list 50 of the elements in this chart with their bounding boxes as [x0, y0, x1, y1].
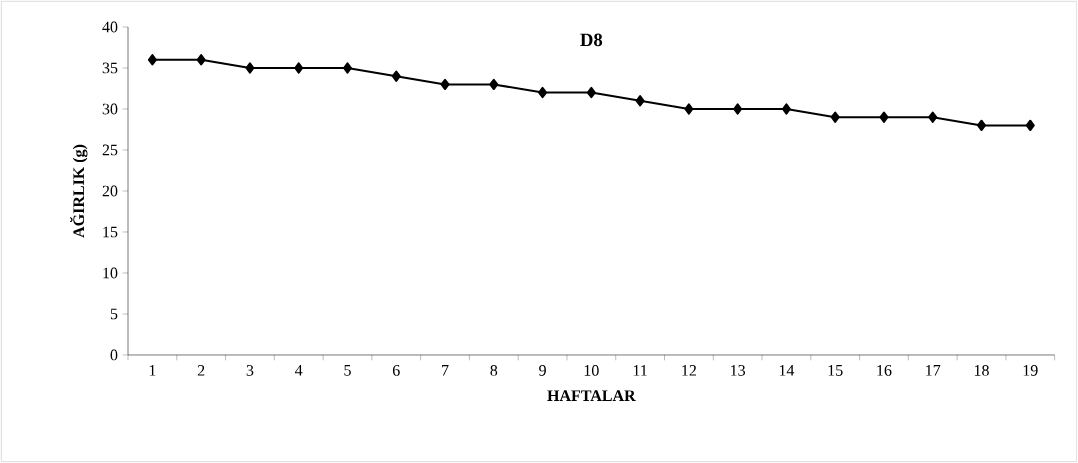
point — [586, 86, 596, 99]
point — [879, 111, 889, 123]
y-tick-label: 15 — [103, 226, 118, 238]
point — [294, 62, 304, 74]
y-tick-label: 35 — [102, 62, 118, 74]
point — [440, 78, 450, 91]
y-tick-label: 20 — [102, 185, 118, 197]
x-tick-label: 16 — [877, 365, 892, 376]
point — [1025, 119, 1035, 132]
x-tick-label: 11 — [633, 365, 647, 376]
y-tick-label: 10 — [103, 267, 118, 279]
point — [977, 119, 987, 132]
point — [391, 70, 401, 82]
point — [196, 54, 206, 66]
x-tick-label: 15 — [828, 365, 843, 376]
x-tick-label: 14 — [779, 365, 795, 376]
point — [781, 103, 791, 115]
x-tick-label: 17 — [926, 365, 941, 376]
x-axis-title: HAFTALAR — [547, 390, 636, 401]
point — [538, 86, 548, 99]
x-tick-label: 6 — [392, 365, 400, 376]
x-tick-label: 13 — [731, 365, 746, 376]
chart-title: D8 — [580, 33, 603, 47]
x-tick-label: 1 — [149, 365, 156, 376]
point — [733, 103, 743, 115]
point — [928, 111, 938, 123]
y-tick-label: 0 — [110, 349, 118, 361]
y-tick-label: 25 — [102, 144, 118, 156]
point — [342, 62, 352, 74]
point — [489, 78, 499, 91]
y-tick-label: 5 — [110, 308, 118, 320]
x-tick-label: 8 — [490, 365, 498, 376]
x-tick-label: 10 — [584, 365, 599, 376]
x-tick-label: 2 — [197, 365, 205, 376]
point — [147, 54, 157, 66]
x-tick-label: 18 — [974, 365, 989, 376]
point — [245, 62, 255, 74]
x-tick-label: 12 — [682, 365, 696, 376]
x-tick-label: 5 — [344, 365, 351, 376]
x-tick-label: 4 — [295, 365, 303, 376]
x-tick-label: 7 — [442, 365, 449, 376]
point — [830, 111, 840, 123]
point — [684, 103, 694, 115]
point — [635, 95, 645, 107]
x-tick-label: 9 — [539, 365, 546, 376]
y-axis-title: AĞIRLIK (g) — [70, 144, 88, 238]
y-tick-label: 40 — [102, 21, 118, 33]
y-tick-label: 30 — [102, 103, 118, 115]
x-tick-label: 3 — [246, 365, 254, 376]
x-tick-label: 19 — [1023, 365, 1038, 376]
